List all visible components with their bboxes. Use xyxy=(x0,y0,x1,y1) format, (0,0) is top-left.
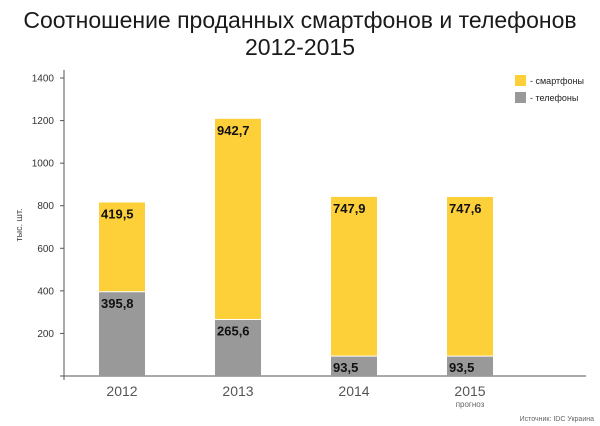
y-tick-label: 400 xyxy=(37,286,54,297)
x-tick-label: 2013 xyxy=(222,383,253,399)
bar-smartphones xyxy=(447,196,493,357)
y-tick-label: 200 xyxy=(37,329,54,340)
bar-smartphones xyxy=(215,118,261,320)
y-tick-label: 1400 xyxy=(32,74,55,85)
data-label-smartphones: 747,6 xyxy=(449,201,482,216)
legend-swatch-phones xyxy=(515,92,526,103)
y-tick-label: 600 xyxy=(37,244,54,255)
x-tick-label: 2014 xyxy=(338,383,369,399)
y-tick-label: 1200 xyxy=(32,116,55,127)
chart-title-line-2: 2012-2015 xyxy=(245,34,355,60)
bar-phones xyxy=(331,356,377,376)
bar-smartphones xyxy=(99,202,145,292)
legend-swatch-smartphones xyxy=(515,75,526,86)
x-tick-label: 2012 xyxy=(106,383,137,399)
data-label-phones: 93,5 xyxy=(449,360,474,375)
y-axis-label: тыс. шт. xyxy=(14,209,24,242)
legend-label-smartphones: - смартфоны xyxy=(530,76,584,86)
x-tick-note: прогноз xyxy=(456,400,485,409)
data-label-phones: 265,6 xyxy=(217,323,250,338)
bar-phones xyxy=(215,319,261,376)
bar-phones xyxy=(447,356,493,376)
source-note: Источник: IDC Украина xyxy=(520,416,595,423)
data-label-phones: 395,8 xyxy=(101,296,134,311)
bar-smartphones xyxy=(331,196,377,357)
bar-phones xyxy=(99,291,145,376)
chart-title-line-1: Соотношение проданных смартфонов и телеф… xyxy=(23,7,577,33)
y-tick-label: 1000 xyxy=(32,159,55,170)
data-label-phones: 93,5 xyxy=(333,360,358,375)
legend-label-phones: - телефоны xyxy=(530,93,578,103)
data-label-smartphones: 942,7 xyxy=(217,123,250,138)
x-tick-label: 2015 xyxy=(454,383,485,399)
data-label-smartphones: 419,5 xyxy=(101,206,134,221)
y-tick-label: 800 xyxy=(37,201,54,212)
data-label-smartphones: 747,9 xyxy=(333,201,366,216)
